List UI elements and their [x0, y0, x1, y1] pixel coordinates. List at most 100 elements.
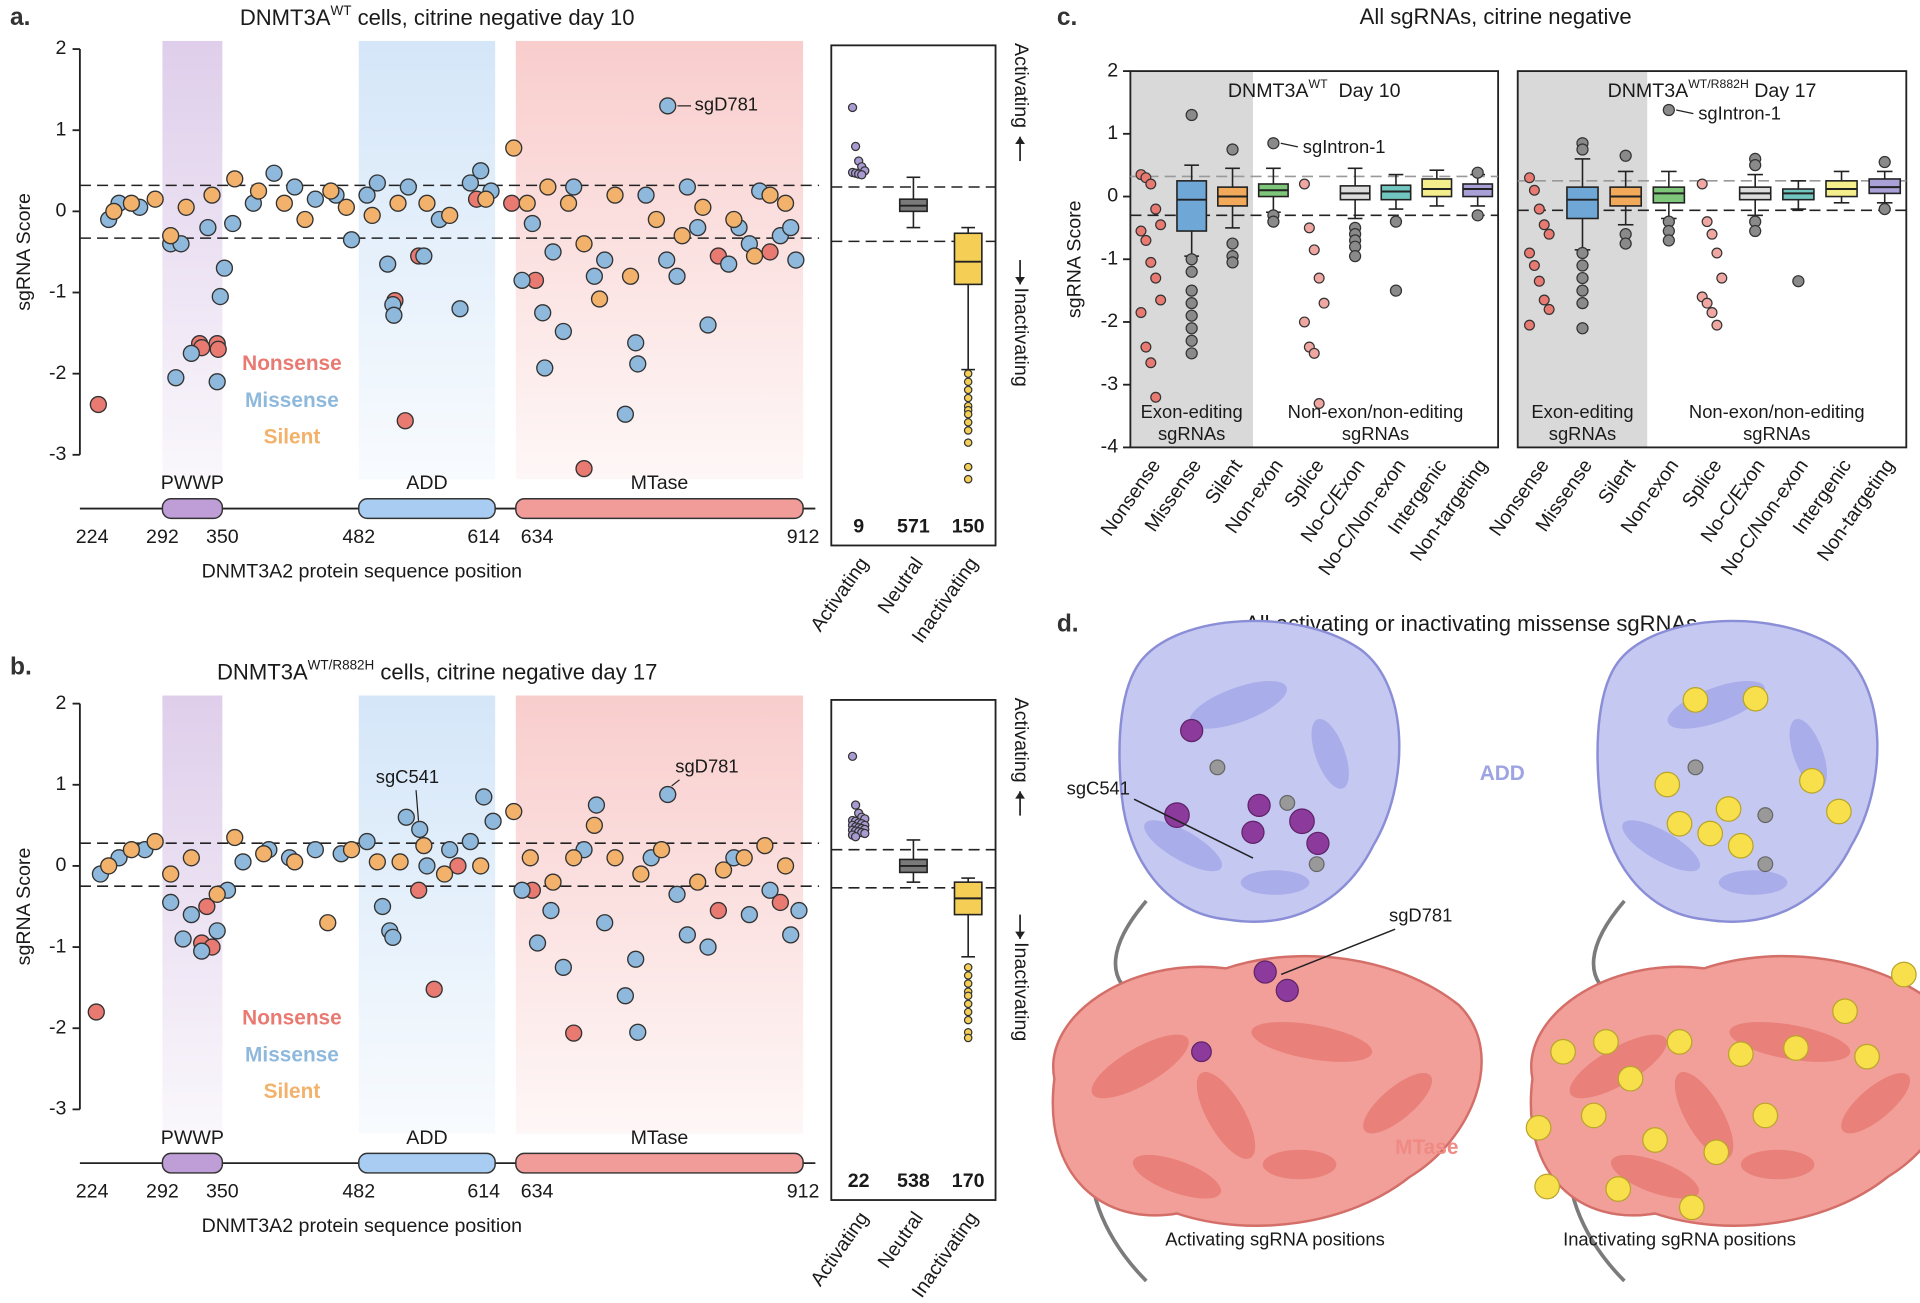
side-label: Activating [1010, 43, 1032, 128]
box [953, 232, 983, 286]
domain-label: MTase [631, 1127, 689, 1149]
point [198, 897, 216, 916]
panel-label: c. [1057, 4, 1077, 31]
strip-point [1706, 228, 1718, 240]
point [761, 243, 779, 261]
point [565, 849, 583, 867]
point [441, 841, 459, 859]
sphere [1678, 1194, 1705, 1221]
y-tick-label: 2 [56, 692, 67, 714]
strip-point [1155, 219, 1167, 231]
domain-label: PWWP [161, 472, 224, 494]
leader-line [1133, 798, 1254, 859]
sphere [1580, 1102, 1607, 1129]
point [363, 206, 381, 225]
flier [1389, 215, 1403, 228]
flier [963, 426, 973, 435]
point [265, 164, 283, 182]
flier [963, 377, 973, 387]
flier [1662, 234, 1675, 247]
domain-shade [515, 695, 804, 1134]
point [182, 849, 200, 867]
strip-point [1145, 256, 1157, 268]
point [215, 259, 234, 277]
flier [1662, 103, 1675, 117]
y-tick-label: 0 [56, 200, 67, 222]
point [616, 987, 635, 1005]
point [528, 934, 547, 952]
strip-point [1135, 307, 1147, 319]
box [1462, 183, 1494, 198]
point [790, 901, 808, 920]
point [554, 322, 573, 341]
point [740, 905, 759, 924]
point [275, 194, 293, 212]
flier [1267, 137, 1280, 150]
text-part: cells, citrine negative day 10 [351, 5, 634, 30]
point [673, 227, 691, 245]
point [396, 412, 414, 430]
flier [1576, 322, 1589, 335]
point [342, 231, 361, 249]
flier [963, 1033, 973, 1043]
point [629, 1023, 647, 1041]
point [787, 251, 805, 269]
strip-point [1528, 260, 1540, 272]
domain-label: MTase [631, 472, 689, 494]
sphere [1727, 832, 1754, 859]
point [521, 849, 539, 867]
y-tick-label: -2 [49, 362, 66, 384]
point [415, 247, 433, 265]
panel-label: d. [1057, 611, 1079, 638]
domain-box [515, 498, 804, 520]
sphere [1715, 796, 1742, 822]
y-tick-label: 1 [56, 773, 67, 795]
flier [1185, 297, 1198, 310]
point [658, 251, 676, 269]
strip-point [860, 828, 870, 839]
plot-frame [830, 698, 997, 1201]
point [689, 873, 707, 891]
y-tick-label: 2 [56, 37, 67, 59]
x-tick-label: Neutral [874, 1208, 928, 1272]
x-tick-label: 482 [342, 526, 375, 548]
point [627, 334, 645, 352]
annotation: sgC541 [376, 766, 439, 787]
text-part: Day 10 [1328, 80, 1401, 102]
domain-box [515, 1152, 804, 1174]
flier [963, 999, 973, 1009]
strip-point [1523, 319, 1536, 331]
strip-point [1303, 222, 1315, 234]
point [668, 267, 686, 285]
point [776, 857, 795, 875]
point [89, 395, 107, 414]
point [286, 178, 304, 196]
arrow-head [1015, 931, 1025, 939]
strip-point [1298, 316, 1310, 328]
strip-point [1150, 391, 1162, 403]
sphere [1306, 831, 1330, 855]
flier [1185, 334, 1198, 347]
point [255, 845, 273, 863]
flier [1576, 259, 1589, 272]
box [1566, 186, 1599, 220]
x-tick-label: 614 [467, 1181, 500, 1203]
point [461, 832, 480, 851]
y-tick-label: -1 [49, 935, 66, 957]
plot-frame [1516, 70, 1908, 449]
point [411, 820, 429, 839]
point [286, 853, 304, 871]
strip-point [1150, 272, 1162, 284]
strip-point [850, 141, 861, 152]
sphere [1742, 685, 1769, 712]
flier [1267, 215, 1280, 228]
text-part: Day 17 [1749, 80, 1817, 102]
sphere [1642, 1127, 1668, 1153]
count-label: 538 [897, 1170, 930, 1192]
arrow-head [1015, 277, 1025, 285]
strip-point [847, 751, 858, 762]
point [208, 373, 226, 391]
legend-entry: Nonsense [242, 352, 342, 375]
legend-entry: Missense [245, 389, 339, 412]
text-part: WT [1309, 77, 1329, 91]
